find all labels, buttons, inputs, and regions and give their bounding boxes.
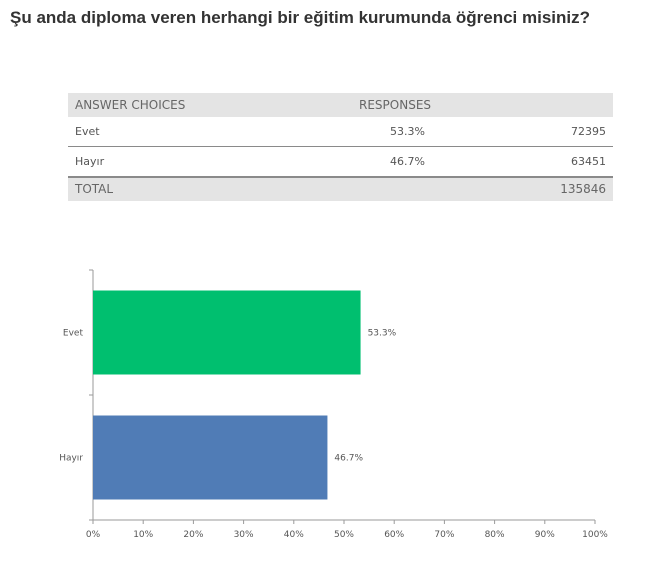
bar-0 bbox=[93, 290, 361, 375]
bar-1 bbox=[93, 415, 328, 500]
x-tick-label: 100% bbox=[582, 530, 608, 540]
table-row: Hayır 46.7% 63451 bbox=[68, 147, 613, 177]
question-title: Şu anda diploma veren herhangi bir eğiti… bbox=[10, 8, 590, 27]
table-total-row: TOTAL 135846 bbox=[68, 177, 613, 201]
total-label: TOTAL bbox=[75, 182, 114, 196]
row-percent: 46.7% bbox=[390, 155, 425, 168]
x-tick-label: 80% bbox=[485, 530, 505, 540]
y-tick-label: Hayır bbox=[59, 454, 83, 464]
x-tick-label: 90% bbox=[535, 530, 555, 540]
data-label: 53.3% bbox=[368, 329, 397, 339]
x-tick-label: 0% bbox=[86, 530, 101, 540]
row-percent: 53.3% bbox=[390, 125, 425, 138]
responses-table: ANSWER CHOICES RESPONSES Evet 53.3% 7239… bbox=[68, 93, 613, 201]
x-tick-label: 20% bbox=[183, 530, 203, 540]
x-tick-label: 60% bbox=[384, 530, 404, 540]
row-count: 63451 bbox=[571, 155, 606, 168]
total-count: 135846 bbox=[560, 182, 606, 196]
header-answer-choices: ANSWER CHOICES bbox=[75, 98, 186, 112]
row-choice: Hayır bbox=[75, 155, 105, 168]
y-tick-label: Evet bbox=[63, 329, 84, 339]
x-tick-label: 50% bbox=[334, 530, 354, 540]
row-choice: Evet bbox=[75, 125, 100, 138]
table-header: ANSWER CHOICES RESPONSES bbox=[68, 93, 613, 117]
x-tick-label: 70% bbox=[434, 530, 454, 540]
table-row: Evet 53.3% 72395 bbox=[68, 117, 613, 147]
header-responses: RESPONSES bbox=[359, 98, 432, 112]
row-count: 72395 bbox=[571, 125, 606, 138]
x-tick-label: 10% bbox=[133, 530, 153, 540]
data-label: 46.7% bbox=[334, 454, 363, 464]
x-tick-label: 30% bbox=[234, 530, 254, 540]
x-tick-label: 40% bbox=[284, 530, 304, 540]
